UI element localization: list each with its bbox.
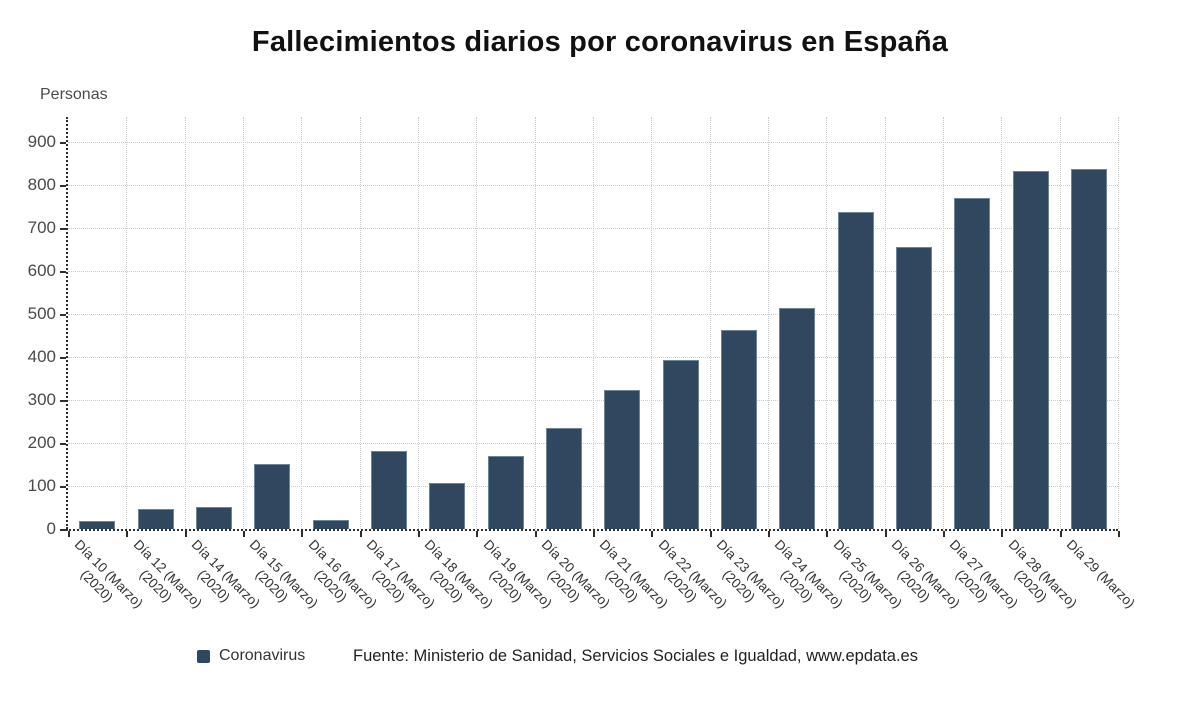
x-grid-line (709, 117, 711, 529)
chart-title: Fallecimientos diarios por coronavirus e… (251, 26, 949, 58)
x-grid-line (476, 117, 478, 529)
bar-día-28-(marzo)[interactable] (1012, 171, 1049, 529)
x-axis-tick (1118, 531, 1120, 537)
y-axis-tick (60, 357, 66, 359)
x-grid-line (534, 117, 536, 529)
x-axis-tick (534, 531, 537, 537)
x-axis-tick (184, 531, 187, 537)
y-axis-line (66, 117, 68, 529)
legend-marker-icon (197, 649, 210, 663)
y-axis-tick (60, 271, 66, 273)
x-grid-line (1059, 117, 1061, 529)
y-axis-label: 100 (27, 476, 56, 495)
x-grid-line (826, 117, 828, 529)
y-axis-tick (60, 529, 66, 531)
y-axis-label: 700 (27, 218, 56, 237)
legend-label: Coronavirus (219, 647, 306, 664)
y-axis-tick (60, 228, 66, 230)
y-axis-tick (60, 185, 66, 187)
x-grid-line (651, 117, 653, 529)
x-grid-line (418, 117, 419, 529)
y-axis-tick (60, 486, 66, 488)
bar-día-10-(marzo)[interactable] (79, 521, 116, 529)
x-axis-tick (418, 531, 420, 537)
x-grid-line (243, 117, 244, 529)
x-axis-tick (301, 531, 304, 537)
x-grid-line (593, 117, 594, 529)
y-axis-label: 400 (27, 347, 56, 366)
bar-día-23-(marzo)[interactable] (720, 330, 757, 529)
x-axis-tick (826, 531, 829, 537)
x-axis-tick (359, 531, 362, 537)
bar-día-14-(marzo)[interactable] (195, 507, 232, 529)
x-grid-line (126, 117, 128, 529)
x-grid-line (768, 117, 769, 529)
source-text: Fuente: Ministerio de Sanidad, Servicios… (353, 647, 918, 665)
x-grid-line (1118, 117, 1119, 529)
bar-día-22-(marzo)[interactable] (662, 360, 699, 529)
x-axis-tick (709, 531, 712, 537)
x-axis-tick (126, 531, 129, 537)
bar-día-19-(marzo)[interactable] (487, 456, 524, 529)
x-axis-tick (68, 531, 70, 537)
bar-día-20-(marzo)[interactable] (545, 428, 582, 529)
x-grid-line (184, 117, 186, 529)
x-axis-tick (651, 531, 654, 537)
x-grid-line (301, 117, 303, 529)
y-axis-label: 500 (27, 304, 56, 323)
bar-día-16-(marzo)[interactable] (312, 520, 349, 529)
bar-día-18-(marzo)[interactable] (429, 483, 466, 529)
y-axis-label: 900 (27, 132, 56, 151)
x-axis-tick (884, 531, 887, 537)
x-axis-tick (243, 531, 245, 537)
bar-día-29-(marzo)[interactable] (1070, 169, 1107, 529)
x-grid-line (359, 117, 361, 529)
bar-día-26-(marzo)[interactable] (895, 247, 932, 529)
x-axis-label: Día 29 (Marzo) (1063, 536, 1138, 611)
bar-día-12-(marzo)[interactable] (137, 509, 174, 529)
y-axis-tick (60, 400, 66, 402)
legend[interactable]: Coronavirus (197, 646, 305, 666)
x-axis-tick (593, 531, 595, 537)
bar-día-21-(marzo)[interactable] (604, 390, 641, 529)
x-axis-tick (1059, 531, 1062, 537)
y-axis-label: 200 (27, 433, 56, 452)
bar-día-27-(marzo)[interactable] (954, 198, 991, 529)
x-axis-tick (1001, 531, 1004, 537)
y-axis-label: 300 (27, 390, 56, 409)
y-axis-label: 600 (27, 261, 56, 280)
bar-día-15-(marzo)[interactable] (254, 464, 291, 529)
y-axis-label: 0 (46, 519, 56, 538)
x-grid-line (943, 117, 944, 529)
x-axis-tick (768, 531, 770, 537)
x-grid-line (884, 117, 886, 529)
y-axis-label: 800 (27, 175, 56, 194)
x-grid-line (1001, 117, 1003, 529)
y-axis-title: Personas (40, 86, 108, 103)
bar-día-25-(marzo)[interactable] (837, 212, 874, 529)
plot-area (60, 117, 1120, 537)
x-axis-tick (476, 531, 479, 537)
y-axis-tick (60, 142, 66, 144)
bar-día-24-(marzo)[interactable] (779, 308, 816, 529)
bar-día-17-(marzo)[interactable] (370, 451, 407, 529)
y-axis-tick (60, 443, 66, 445)
x-axis-line (66, 529, 1118, 531)
x-axis-tick (943, 531, 945, 537)
y-axis-tick (60, 314, 66, 316)
